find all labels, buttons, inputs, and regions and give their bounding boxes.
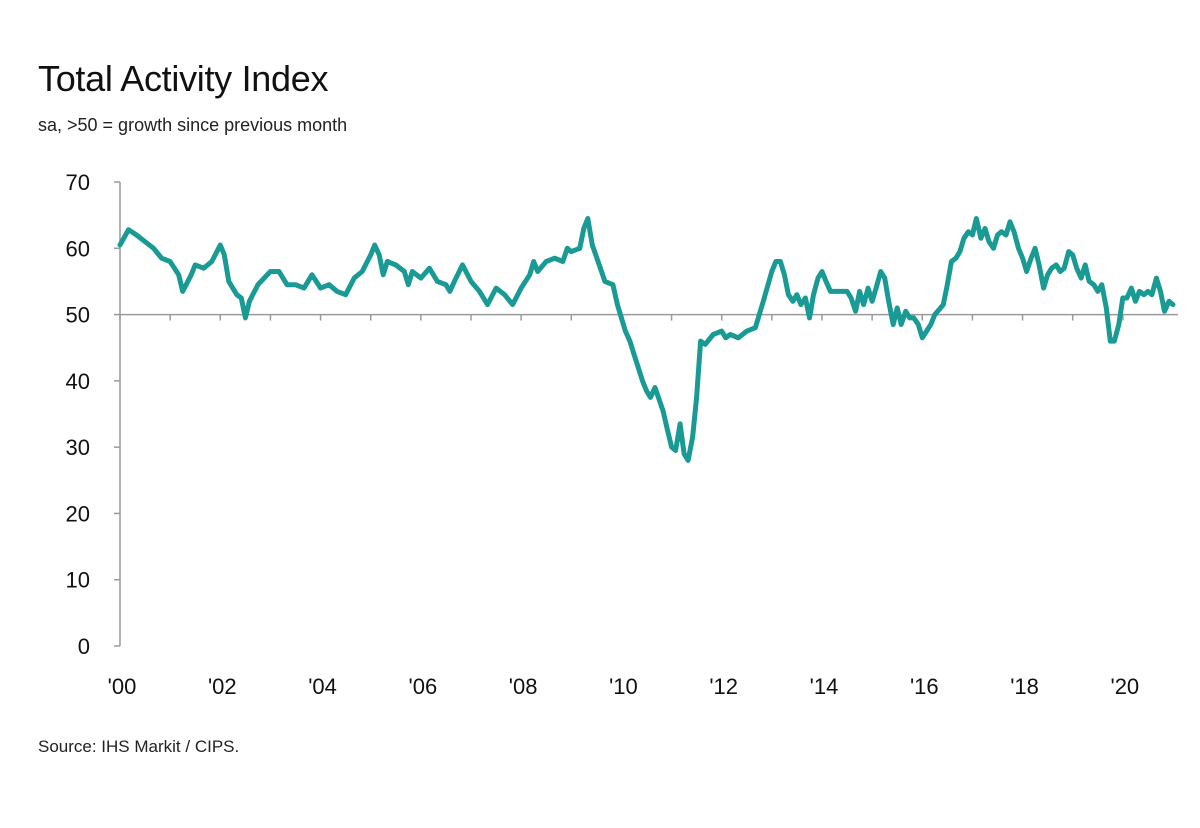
x-tick-label: '06 — [409, 674, 438, 699]
y-tick-label: 50 — [66, 303, 90, 328]
x-tick-label: '16 — [910, 674, 939, 699]
y-tick-label: 10 — [66, 568, 90, 593]
x-axis: '00 '02 '04 '06 '08 '10 '12 '14 '16 '18 '20 — [108, 313, 1178, 699]
x-tick-label: '18 — [1010, 674, 1039, 699]
x-tick-label: '00 — [108, 674, 137, 699]
plot-area — [117, 216, 1176, 463]
y-tick-label: 0 — [78, 634, 90, 659]
x-tick-label: '14 — [810, 674, 839, 699]
y-tick-label: 30 — [66, 435, 90, 460]
x-tick-label: '04 — [308, 674, 337, 699]
x-tick-label: '20 — [1111, 674, 1140, 699]
chart-source: Source: IHS Markit / CIPS. — [38, 737, 240, 756]
x-tick-label: '12 — [709, 674, 738, 699]
y-axis: 0 10 20 30 40 50 60 70 — [66, 170, 121, 659]
y-tick-label: 60 — [66, 236, 90, 261]
series-points-0 — [120, 218, 1173, 460]
y-tick-label: 20 — [66, 501, 90, 526]
chart-subtitle: sa, >50 = growth since previous month — [38, 115, 348, 135]
x-tick-label: '08 — [509, 674, 538, 699]
y-tick-label: 70 — [66, 170, 90, 195]
series-line-0 — [117, 216, 1176, 463]
x-tick-label: '10 — [609, 674, 638, 699]
y-tick-label: 40 — [66, 369, 90, 394]
x-tick-label: '02 — [208, 674, 237, 699]
chart-title: Total Activity Index — [38, 58, 329, 99]
